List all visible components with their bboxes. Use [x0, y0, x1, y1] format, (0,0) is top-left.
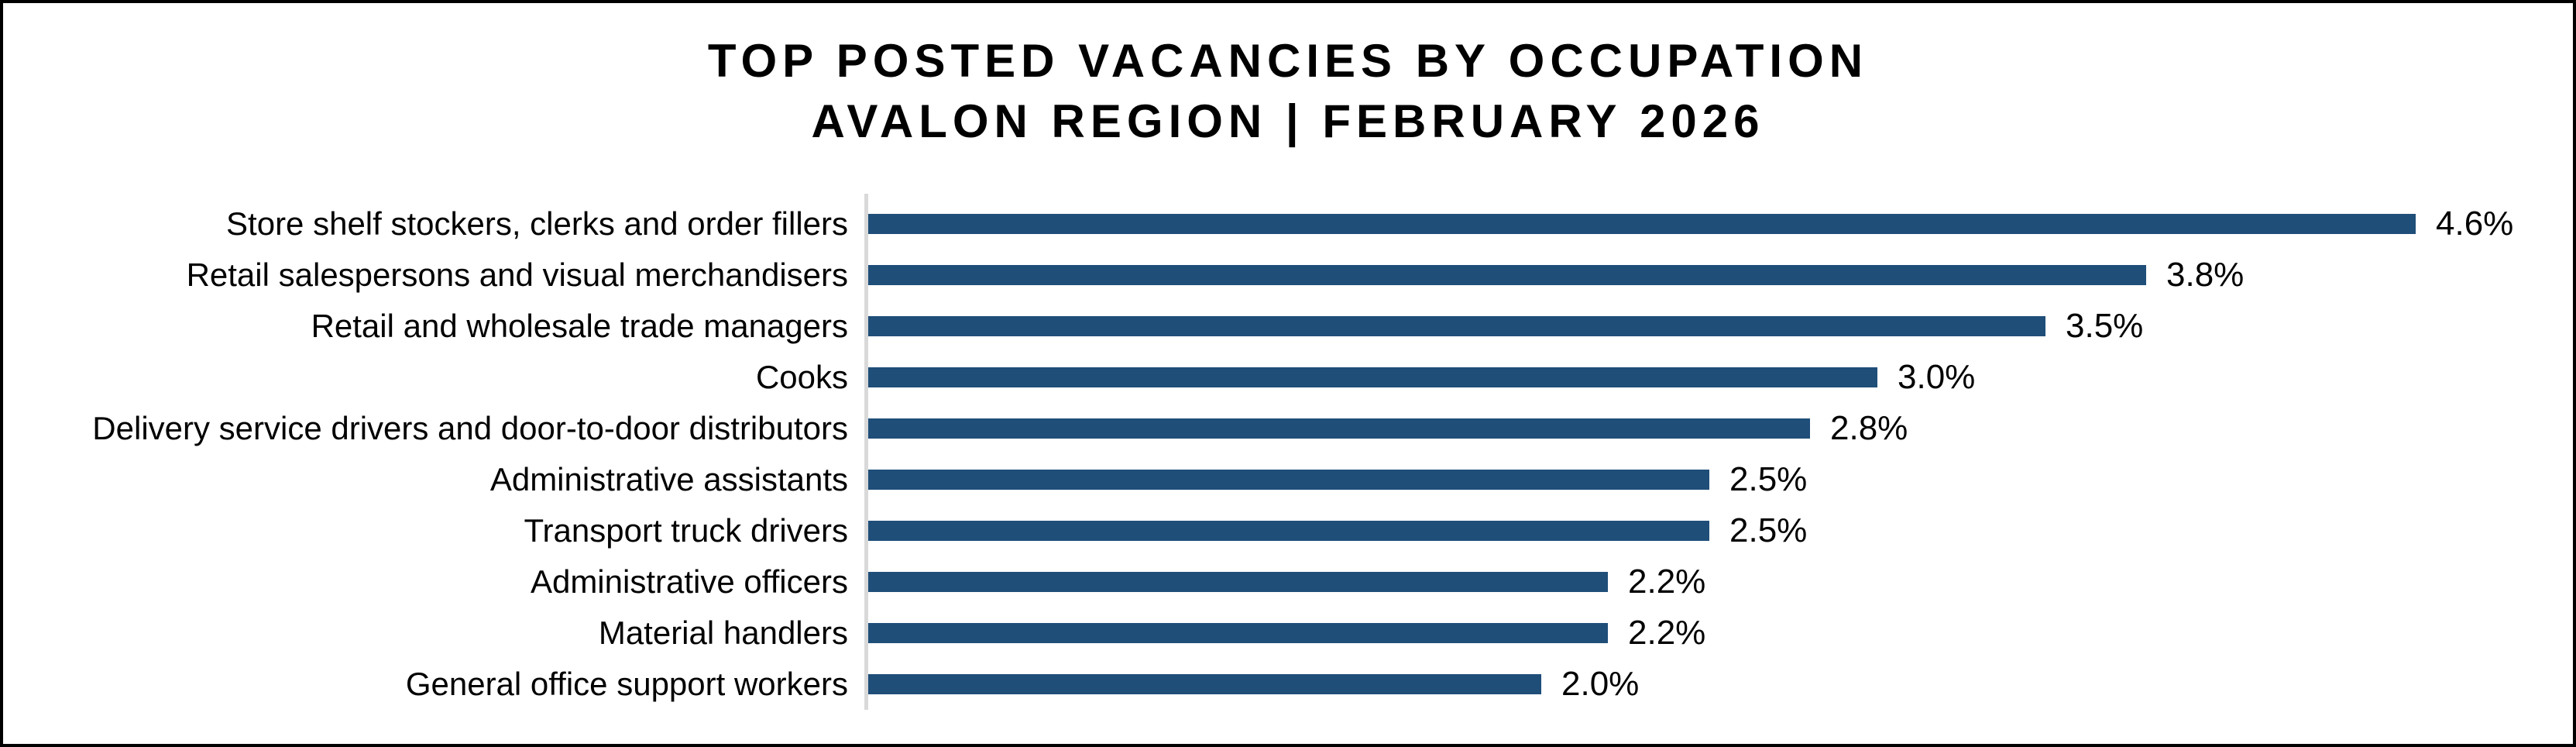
bar-row: Administrative officers 2.2%	[3, 556, 2573, 608]
category-label: Delivery service drivers and door-to-doo…	[92, 410, 848, 446]
value-label: 2.8%	[1830, 409, 1908, 447]
bar	[868, 572, 1608, 592]
value-label: 4.6%	[2436, 205, 2514, 243]
bar	[868, 418, 1810, 439]
bar-row: Delivery service drivers and door-to-doo…	[3, 403, 2573, 454]
bar	[868, 316, 2045, 336]
value-label: 2.2%	[1628, 614, 1706, 652]
value-label: 3.0%	[1898, 358, 1976, 396]
bar-row: Cooks 3.0%	[3, 352, 2573, 403]
bar	[868, 470, 1709, 490]
chart-title-line2: AVALON REGION | FEBRUARY 2026	[811, 95, 1765, 147]
category-label: General office support workers	[405, 666, 848, 702]
value-label: 3.5%	[2066, 307, 2144, 345]
category-label: Administrative assistants	[489, 461, 848, 497]
value-label: 3.8%	[2166, 256, 2245, 294]
bar	[868, 521, 1709, 541]
bar	[868, 214, 2416, 234]
bar-row: Administrative assistants 2.5%	[3, 454, 2573, 505]
category-label: Retail salespersons and visual merchandi…	[186, 256, 848, 293]
bar	[868, 367, 1877, 387]
bar-row: Store shelf stockers, clerks and order f…	[3, 198, 2573, 250]
chart-title-line1: TOP POSTED VACANCIES BY OCCUPATION	[707, 35, 1869, 87]
value-label: 2.5%	[1729, 511, 1808, 549]
value-label: 2.5%	[1729, 460, 1808, 498]
category-label: Material handlers	[598, 614, 848, 651]
bar	[868, 265, 2146, 285]
bar-row: Retail salespersons and visual merchandi…	[3, 250, 2573, 301]
category-label: Administrative officers	[530, 563, 848, 600]
plot-area: Store shelf stockers, clerks and order f…	[3, 198, 2573, 710]
bar-row: Transport truck drivers 2.5%	[3, 505, 2573, 556]
category-label: Store shelf stockers, clerks and order f…	[226, 205, 848, 242]
bar	[868, 674, 1541, 694]
category-label: Cooks	[755, 359, 848, 395]
value-label: 2.2%	[1628, 563, 1706, 601]
category-label: Transport truck drivers	[524, 512, 848, 549]
bar-row: Material handlers 2.2%	[3, 608, 2573, 659]
bar	[868, 623, 1608, 643]
value-label: 2.0%	[1561, 665, 1640, 703]
bar-row: General office support workers 2.0%	[3, 659, 2573, 710]
category-label: Retail and wholesale trade managers	[311, 308, 848, 344]
chart-title: TOP POSTED VACANCIES BY OCCUPATION AVALON…	[3, 31, 2573, 152]
category-axis-line	[864, 194, 868, 710]
bar-row: Retail and wholesale trade managers 3.5%	[3, 301, 2573, 352]
